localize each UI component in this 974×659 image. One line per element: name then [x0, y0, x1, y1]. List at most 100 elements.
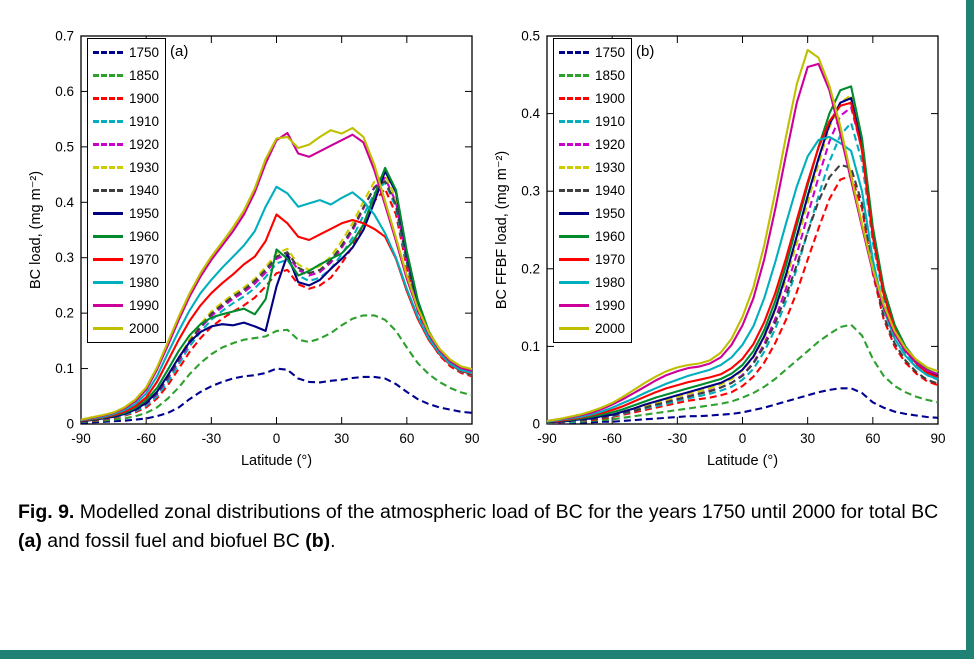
- legend-label-1910: 1910: [129, 113, 160, 129]
- legend-line-sample-1970: [559, 258, 589, 261]
- legend-a: 1750 1850 1900 1910 1920 1930 1940 1950 1960 1970…: [87, 38, 167, 343]
- series-line-1980: [546, 135, 939, 423]
- legend-line-sample-1920: [93, 143, 123, 146]
- legend-label-1980: 1980: [595, 274, 626, 290]
- x-tick-label: -90: [537, 431, 557, 446]
- y-axis-label: BC FFBF load, (mg m⁻²): [494, 151, 510, 309]
- series-line-2000: [80, 126, 473, 421]
- x-tick-label: 30: [800, 431, 815, 446]
- legend-line-sample-1990: [93, 304, 123, 307]
- y-tick-label: 0.1: [521, 339, 540, 354]
- legend-label-1900: 1900: [595, 90, 626, 106]
- caption-text-2: and fossil fuel and biofuel BC: [41, 530, 306, 553]
- legend-item-1750: 1750: [93, 41, 159, 64]
- x-tick-label: 0: [739, 431, 747, 446]
- legend-label-1980: 1980: [129, 274, 160, 290]
- legend-label-1960: 1960: [595, 228, 626, 244]
- legend-item-1960: 1960: [93, 225, 159, 248]
- x-tick-label: -60: [136, 431, 156, 446]
- legend-item-1850: 1850: [93, 64, 159, 87]
- y-tick-label: 0.7: [55, 29, 74, 44]
- legend-item-1920: 1920: [93, 133, 159, 156]
- series-line-1960: [80, 166, 473, 422]
- legend-label-1950: 1950: [129, 205, 160, 221]
- legend-line-sample-1980: [559, 281, 589, 284]
- legend-item-1980: 1980: [93, 271, 159, 294]
- legend-item-1970: 1970: [93, 248, 159, 271]
- y-tick-label: 0.4: [55, 195, 74, 210]
- legend-item-1900: 1900: [559, 87, 625, 110]
- legend-line-sample-2000: [93, 327, 123, 330]
- caption-fig-label: Fig. 9.: [18, 501, 75, 523]
- legend-label-1990: 1990: [129, 297, 160, 313]
- series-line-1750: [80, 367, 473, 424]
- panel-a: -90 -60 -30 0 30 60 90 0 0.1 0.2 0.3 0.4 0.5 0.6 0.7 La…: [24, 20, 484, 472]
- legend-line-sample-1930: [93, 166, 123, 169]
- legend-line-sample-1900: [559, 97, 589, 100]
- legend-label-1940: 1940: [595, 182, 626, 198]
- legend-item-1930: 1930: [559, 156, 625, 179]
- legend-label-1930: 1930: [129, 159, 160, 175]
- caption-text-3: .: [330, 530, 336, 553]
- legend-item-1940: 1940: [559, 179, 625, 202]
- legend-item-1970: 1970: [559, 248, 625, 271]
- legend-line-sample-1910: [559, 120, 589, 123]
- panel-b-label: (b): [636, 43, 655, 60]
- series-line-1980: [80, 185, 473, 422]
- figure-caption: Fig. 9. Modelled zonal distributions of …: [18, 498, 950, 557]
- legend-line-sample-2000: [559, 327, 589, 330]
- legend-item-1940: 1940: [93, 179, 159, 202]
- legend-item-1990: 1990: [93, 294, 159, 317]
- legend-item-2000: 2000: [93, 317, 159, 340]
- legend-label-2000: 2000: [129, 320, 160, 336]
- y-tick-label: 0.2: [521, 261, 540, 276]
- legend-item-1750: 1750: [559, 41, 625, 64]
- legend-line-sample-1940: [93, 189, 123, 192]
- legend-label-1970: 1970: [129, 251, 160, 267]
- legend-label-1850: 1850: [129, 67, 160, 83]
- legend-label-1850: 1850: [595, 67, 626, 83]
- legend-line-sample-1990: [559, 304, 589, 307]
- x-tick-label: 30: [334, 431, 349, 446]
- legend-label-1940: 1940: [129, 182, 160, 198]
- x-tick-label: -30: [202, 431, 222, 446]
- y-tick-label: 0.3: [55, 250, 74, 265]
- legend-item-1980: 1980: [559, 271, 625, 294]
- legend-b: 1750 1850 1900 1910 1920 1930 1940 1950 1960 1970…: [553, 38, 633, 343]
- legend-label-1920: 1920: [595, 136, 626, 152]
- legend-line-sample-1850: [93, 74, 123, 77]
- legend-line-sample-1950: [93, 212, 123, 215]
- x-tick-label: -90: [71, 431, 91, 446]
- series-line-2000: [546, 48, 939, 422]
- legend-label-2000: 2000: [595, 320, 626, 336]
- legend-line-sample-1920: [559, 143, 589, 146]
- legend-label-1930: 1930: [595, 159, 626, 175]
- legend-item-1960: 1960: [559, 225, 625, 248]
- legend-line-sample-1910: [93, 120, 123, 123]
- x-axis-label: Latitude (°): [707, 453, 778, 469]
- panel-a-label: (a): [170, 43, 189, 60]
- legend-line-sample-1960: [559, 235, 589, 238]
- legend-line-sample-1950: [559, 212, 589, 215]
- y-tick-label: 0.5: [55, 139, 74, 154]
- legend-item-1930: 1930: [93, 156, 159, 179]
- legend-line-sample-1750: [93, 51, 123, 54]
- y-tick-label: 0.6: [55, 84, 74, 99]
- y-tick-label: 0: [66, 417, 74, 432]
- charts-row: -90 -60 -30 0 30 60 90 0 0.1 0.2 0.3 0.4 0.5 0.6 0.7 La…: [24, 20, 946, 472]
- legend-item-1950: 1950: [559, 202, 625, 225]
- legend-label-1950: 1950: [595, 205, 626, 221]
- legend-item-2000: 2000: [559, 317, 625, 340]
- legend-item-1950: 1950: [93, 202, 159, 225]
- legend-label-1750: 1750: [595, 44, 626, 60]
- legend-line-sample-1900: [93, 97, 123, 100]
- legend-line-sample-1960: [93, 235, 123, 238]
- caption-text-1: Modelled zonal distributions of the atmo…: [74, 501, 939, 523]
- series-line-1910: [546, 121, 939, 424]
- x-tick-label: -60: [602, 431, 622, 446]
- series-line-1900: [80, 187, 473, 423]
- legend-label-1970: 1970: [595, 251, 626, 267]
- legend-line-sample-1850: [559, 74, 589, 77]
- x-tick-label: 90: [930, 431, 945, 446]
- y-tick-label: 0.3: [521, 184, 540, 199]
